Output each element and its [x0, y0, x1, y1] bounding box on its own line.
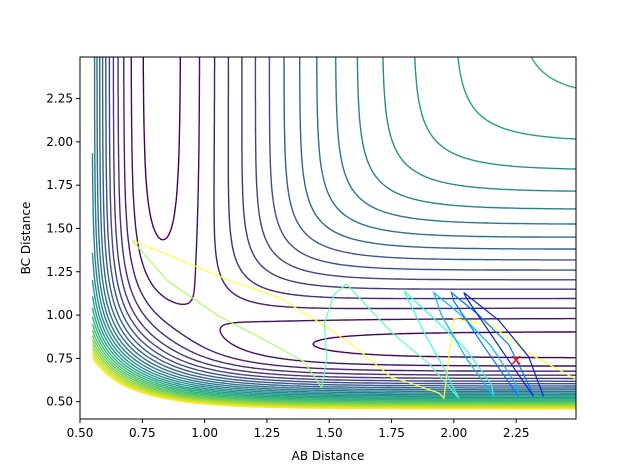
y-tick-label: 1.50: [46, 221, 73, 235]
contour-level: [108, 57, 576, 382]
marker-stroke: [511, 355, 521, 365]
trajectory-segment: [450, 290, 535, 397]
contour-level: [91, 339, 576, 405]
trajectory-segment: [132, 240, 576, 400]
trajectory-segment: [432, 290, 520, 397]
trajectory-segment: [463, 292, 545, 397]
x-tick-label: 0.50: [67, 426, 94, 440]
contour-level: [112, 57, 576, 380]
contour-level: [91, 351, 576, 408]
x-axis-ticks: 0.50 0.75 1.00 1.25 1.50 1.75 2.00 2.25: [67, 419, 530, 440]
contour-level: [99, 57, 576, 389]
y-axis-ticks: 0.50 0.75 1.00 1.25 1.50 1.75 2.00 2.25: [46, 92, 80, 409]
contour-level: [91, 344, 576, 406]
contour-level: [130, 57, 576, 367]
contour-level: [91, 335, 576, 404]
contour-level: [117, 57, 576, 376]
x-tick-label: 2.00: [441, 426, 468, 440]
contour-level: [142, 57, 576, 359]
contour-level: [91, 57, 576, 399]
trajectory-segment: [321, 283, 460, 399]
contour-level: [96, 57, 576, 391]
x-tick-label: 1.50: [316, 426, 343, 440]
contour-level: [91, 354, 576, 409]
y-tick-label: 2.25: [46, 92, 73, 106]
trajectory-path: [131, 240, 576, 400]
x-axis-label: AB Distance: [292, 449, 365, 463]
contour-level: [91, 329, 576, 403]
contour-level: [91, 323, 576, 402]
y-tick-label: 1.75: [46, 178, 73, 192]
contour-level: [123, 57, 576, 372]
trajectory-segment: [403, 290, 495, 399]
x-tick-label: 1.75: [378, 426, 405, 440]
x-tick-label: 1.25: [254, 426, 281, 440]
y-tick-label: 0.50: [46, 395, 73, 409]
contour-level: [91, 316, 576, 401]
x-tick-label: 2.25: [503, 426, 530, 440]
contour-level: [91, 57, 576, 397]
y-tick-label: 2.00: [46, 135, 73, 149]
contour-level: [91, 57, 576, 396]
x-tick-label: 0.75: [129, 426, 156, 440]
contour-lines: [91, 57, 576, 410]
y-axis-label: BC Distance: [19, 202, 33, 275]
contour-level: [101, 57, 576, 387]
x-tick-label: 1.00: [191, 426, 218, 440]
plot-frame: [79, 56, 577, 420]
y-tick-label: 1.25: [46, 265, 73, 279]
contour-level: [91, 357, 576, 410]
y-tick-label: 0.75: [46, 351, 73, 365]
y-tick-label: 1.00: [46, 308, 73, 322]
contour-level: [93, 57, 576, 393]
contour-level: [91, 347, 576, 407]
trajectory-segment: [131, 240, 323, 389]
contour-level: [91, 57, 576, 400]
end-marker: [511, 355, 521, 365]
contour-level: [105, 57, 576, 385]
contour-level: [91, 57, 576, 394]
